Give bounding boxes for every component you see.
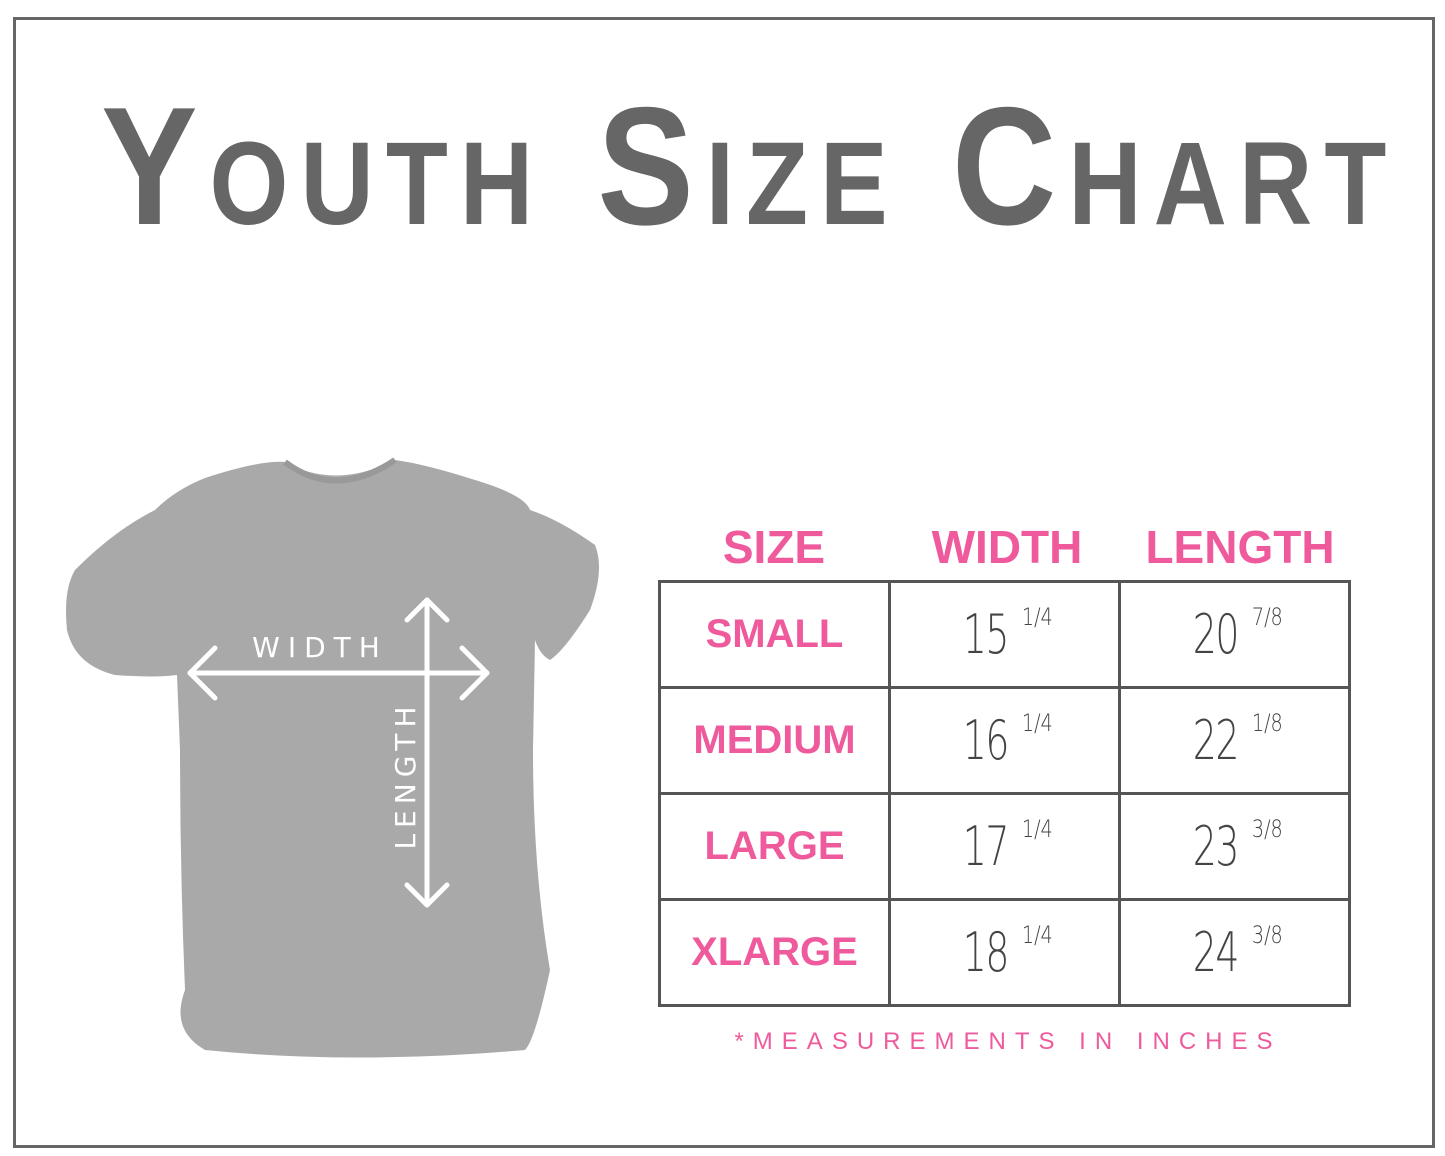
size-cell: MEDIUM (658, 686, 891, 795)
page-title: Youth Size Chart (101, 72, 1399, 260)
table-row: LARGE 17 1/4 23 3/8 (658, 792, 1351, 901)
size-cell: SMALL (658, 580, 891, 689)
length-label: LENGTH (389, 700, 422, 849)
width-fraction: 1/4 (1021, 921, 1053, 949)
size-cell: LARGE (658, 792, 891, 901)
length-whole: 20 (1192, 603, 1240, 666)
length-cell: 23 3/8 (1118, 792, 1351, 901)
size-table: SMALL 15 1/4 20 7/8 MEDIUM 16 1/4 22 1/8 LARGE 17 1/… (658, 580, 1351, 1007)
width-whole: 18 (962, 921, 1010, 984)
length-whole: 23 (1192, 815, 1240, 878)
length-cell: 22 1/8 (1118, 686, 1351, 795)
width-fraction: 1/4 (1021, 603, 1053, 631)
measure-arrows (187, 597, 490, 908)
tshirt-diagram: WIDTH LENGTH (66, 457, 599, 1058)
length-whole: 22 (1192, 709, 1240, 772)
length-cell: 20 7/8 (1118, 580, 1351, 689)
width-fraction: 1/4 (1021, 815, 1053, 843)
table-row: XLARGE 18 1/4 24 3/8 (658, 898, 1351, 1007)
table-row: SMALL 15 1/4 20 7/8 (658, 580, 1351, 689)
length-fraction: 3/8 (1251, 921, 1283, 949)
length-whole: 24 (1192, 921, 1240, 984)
size-cell: XLARGE (658, 898, 891, 1007)
collar (283, 457, 397, 484)
chart-border (13, 17, 1435, 1148)
width-cell: 15 1/4 (888, 580, 1121, 689)
width-cell: 17 1/4 (888, 792, 1121, 901)
width-label: WIDTH (252, 631, 388, 664)
table-row: MEDIUM 16 1/4 22 1/8 (658, 686, 1351, 795)
header-size: SIZE (722, 521, 826, 573)
tshirt-shape (66, 460, 599, 1058)
width-whole: 15 (962, 603, 1010, 666)
width-cell: 16 1/4 (888, 686, 1121, 795)
width-cell: 18 1/4 (888, 898, 1121, 1007)
header-width: WIDTH (931, 521, 1083, 573)
length-fraction: 7/8 (1251, 603, 1283, 631)
header-length: LENGTH (1145, 521, 1335, 573)
width-fraction: 1/4 (1021, 709, 1053, 737)
width-whole: 16 (962, 709, 1010, 772)
length-cell: 24 3/8 (1118, 898, 1351, 1007)
measurement-note: *MEASUREMENTS IN INCHES (734, 1028, 1282, 1055)
length-fraction: 1/8 (1251, 709, 1283, 737)
width-whole: 17 (962, 815, 1010, 878)
length-fraction: 3/8 (1251, 815, 1283, 843)
